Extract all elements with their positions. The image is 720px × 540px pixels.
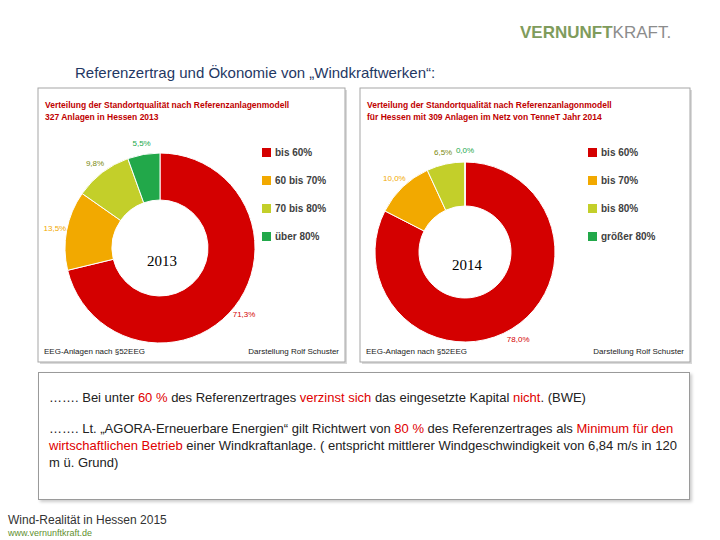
legend-swatch (588, 232, 597, 241)
donut-slice (375, 162, 555, 342)
donut-slice (465, 162, 466, 206)
legend-swatch (588, 176, 597, 185)
emphasis-text: 80 % (394, 421, 424, 436)
source-note: EEG-Anlagen nach §52EEG (44, 347, 145, 356)
body-text: das eingesetzte Kapital (371, 390, 513, 405)
credit-note: Darstellung Rolf Schuster (593, 347, 684, 356)
source-note: EEG-Anlagen nach §52EEG (366, 347, 467, 356)
data-labels: 78,0% 10,0% 6,5% 0,0% (383, 146, 529, 344)
year-annotation: 2013 (147, 253, 177, 269)
footer-url: www.vernunftkraft.de (7, 528, 92, 538)
emphasis-text: nicht (513, 390, 540, 405)
body-text: . (BWE) (540, 390, 586, 405)
year-annotation: 2014 (452, 257, 483, 273)
data-label: 71,3% (233, 310, 256, 319)
logo-part: VERNUNFT (520, 23, 613, 42)
paragraph: ……. Lt. „AGORA-Erneuerbare Energien“ gil… (49, 420, 679, 471)
legend-label: über 80% (275, 231, 320, 242)
body-text: des Referenzertrages als (424, 421, 576, 436)
credit-note: Darstellung Rolf Schuster (248, 347, 339, 356)
legend-label: größer 80% (601, 231, 656, 242)
donut-slice (427, 162, 465, 210)
body-text: ……. Bei unter (49, 390, 138, 405)
legend-swatch (262, 148, 271, 157)
data-label: 6,5% (434, 148, 452, 157)
legend-swatch (262, 232, 271, 241)
donut (375, 162, 555, 342)
logo-part: KRAFT. (613, 23, 672, 42)
chart-panel: Verteilung der Standortqualität nach Ref… (360, 88, 692, 364)
chart-subtitle: 327 Anlagen in Hessen 2013 (45, 112, 159, 122)
legend-label: bis 70% (601, 175, 638, 186)
legend-label: 70 bis 80% (275, 203, 326, 214)
paragraph: ……. Bei unter 60 % des Referenzertrages … (49, 389, 679, 406)
data-label: 78,0% (507, 335, 530, 344)
legend-swatch (588, 204, 597, 213)
data-label: 9,8% (86, 159, 104, 168)
emphasis-text: 60 % (138, 390, 168, 405)
legend-label: bis 60% (275, 147, 312, 158)
donut-slice (128, 153, 160, 203)
body-text: des Referenzertrages (168, 390, 300, 405)
text-box: ……. Bei unter 60 % des Referenzertrages … (38, 372, 690, 500)
data-label: 0,0% (456, 146, 474, 155)
logo: VERNUNFTKRAFT. (520, 23, 671, 42)
donut (65, 153, 255, 343)
legend: bis 60% 60 bis 70% 70 bis 80% über 80% (262, 147, 326, 242)
legend-swatch (262, 176, 271, 185)
chart-title: Verteilung der Standortqualität nach Ref… (367, 100, 612, 110)
legend-swatch (262, 204, 271, 213)
emphasis-text: verzinst sich (300, 390, 372, 405)
legend: bis 60% bis 70% bis 80% größer 80% (588, 147, 656, 242)
data-label: 13,5% (44, 224, 67, 233)
data-labels: 71,3% 13,5% 9,8% 5,5% (44, 139, 256, 320)
legend-label: bis 80% (601, 203, 638, 214)
footer-title: Wind-Realität in Hessen 2015 (8, 513, 167, 527)
chart-panel: Verteilung der Standortqualität nach Ref… (38, 88, 347, 364)
legend-label: 60 bis 70% (275, 175, 326, 186)
panel-frame (38, 88, 345, 362)
panel-frame (360, 88, 690, 362)
data-label: 5,5% (133, 139, 151, 148)
chart-title: Verteilung der Standortqualität nach Ref… (45, 100, 289, 110)
page-title: Referenzertrag und Ökonomie von „Windkra… (75, 64, 435, 81)
chart-subtitle: für Hessen mit 309 Anlagen im Netz von T… (367, 112, 602, 122)
body-text: ……. Lt. „AGORA-Erneuerbare Energien“ gil… (49, 421, 394, 436)
legend-swatch (588, 148, 597, 157)
legend-label: bis 60% (601, 147, 638, 158)
data-label: 10,0% (383, 174, 406, 183)
